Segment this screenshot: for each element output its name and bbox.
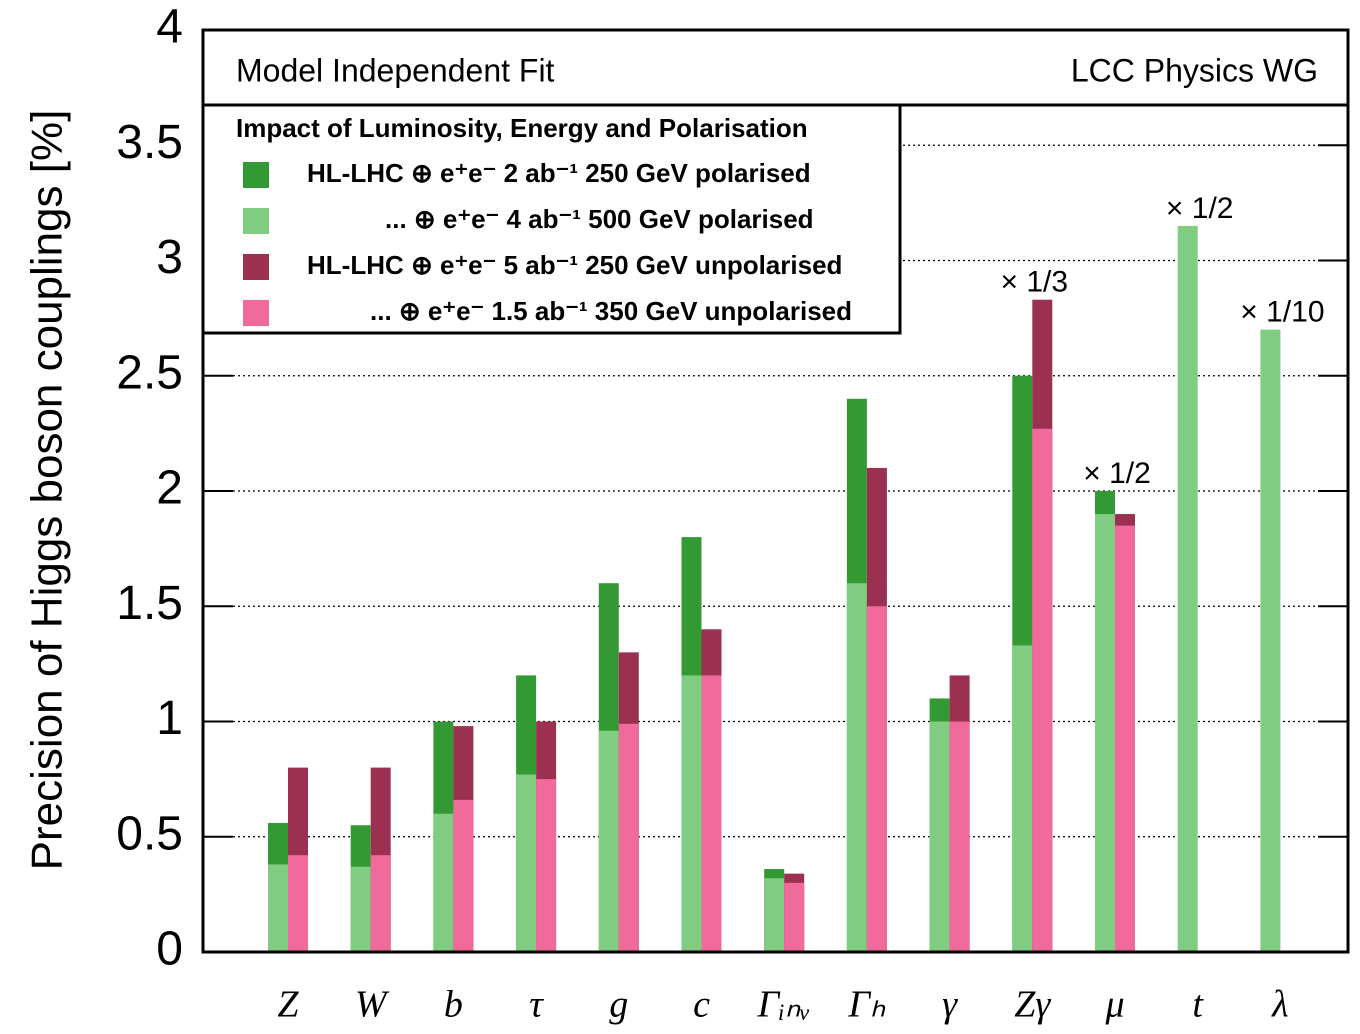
- y-tick-label: 1.5: [116, 577, 183, 630]
- header-box: [201, 28, 1350, 107]
- legend-box: [201, 103, 902, 335]
- bar: [846, 583, 867, 952]
- bar: [536, 779, 557, 952]
- bar: [288, 855, 308, 952]
- legend-title: Impact of Luminosity, Energy and Polaris…: [236, 113, 808, 143]
- legend-swatch: [243, 254, 269, 280]
- x-tick-label: γ: [942, 984, 958, 1026]
- bar: [516, 774, 537, 952]
- x-tick-label: μ: [1104, 984, 1124, 1026]
- y-axis-label: Precision of Higgs boson couplings [%]: [23, 110, 72, 871]
- legend-swatch: [243, 208, 269, 234]
- bar: [598, 730, 619, 952]
- y-tick-label: 1: [156, 692, 183, 745]
- x-tick-label: Z: [277, 984, 299, 1026]
- bar: [618, 723, 639, 952]
- bar: [1032, 428, 1053, 952]
- bar: [929, 721, 950, 952]
- chart-subtitle: LCC Physics WG: [1071, 52, 1318, 88]
- legend-swatch: [243, 162, 269, 188]
- y-tick-label: 0.5: [116, 807, 183, 860]
- legend-label: ... ⊕ e⁺e⁻ 4 ab⁻¹ 500 GeV polarised: [385, 204, 814, 234]
- annotation: × 1/10: [1240, 296, 1324, 329]
- x-tick-label: Zγ: [1014, 984, 1051, 1026]
- bar: [1095, 514, 1115, 952]
- y-tick-label: 3.5: [116, 116, 183, 169]
- bar: [370, 855, 391, 952]
- y-tick-label: 0: [156, 923, 183, 976]
- bar: [681, 675, 702, 952]
- x-tick-label: c: [693, 984, 710, 1026]
- bar: [949, 721, 970, 952]
- x-tick-label: t: [1192, 984, 1204, 1026]
- bar: [1115, 525, 1135, 952]
- x-tick-label: b: [444, 984, 463, 1026]
- bar: [1177, 225, 1198, 953]
- bar: [433, 813, 454, 952]
- y-tick-label: 3: [156, 231, 183, 284]
- x-tick-label: Γₕ: [847, 984, 886, 1026]
- legend-label: ... ⊕ e⁺e⁻ 1.5 ab⁻¹ 350 GeV unpolarised: [370, 296, 852, 326]
- annotation: × 1/2: [1083, 457, 1151, 490]
- y-tick-label: 4: [156, 1, 183, 54]
- chart-title: Model Independent Fit: [236, 52, 555, 88]
- x-tick-label: λ: [1271, 984, 1288, 1026]
- bar: [268, 864, 288, 952]
- x-tick-label: Γᵢₙᵥ: [756, 984, 810, 1026]
- annotation: × 1/3: [1001, 266, 1069, 299]
- bar: [1012, 645, 1033, 952]
- y-tick-label: 2.5: [116, 346, 183, 399]
- legend-swatch: [243, 300, 269, 326]
- annotation: × 1/2: [1166, 192, 1234, 225]
- bar: [350, 866, 371, 952]
- y-tick-label: 2: [156, 462, 183, 515]
- x-tick-label: g: [609, 984, 628, 1026]
- bar: [784, 882, 805, 952]
- legend-label: HL-LHC ⊕ e⁺e⁻ 2 ab⁻¹ 250 GeV polarised: [307, 158, 811, 188]
- bar: [866, 606, 887, 952]
- bar: [764, 878, 785, 952]
- bar: [701, 675, 722, 952]
- x-tick-label: W: [355, 984, 390, 1026]
- legend-label: HL-LHC ⊕ e⁺e⁻ 5 ab⁻¹ 250 GeV unpolarised: [307, 250, 842, 280]
- bar: [453, 799, 474, 952]
- x-tick-label: τ: [529, 984, 544, 1026]
- bar: [1260, 329, 1281, 952]
